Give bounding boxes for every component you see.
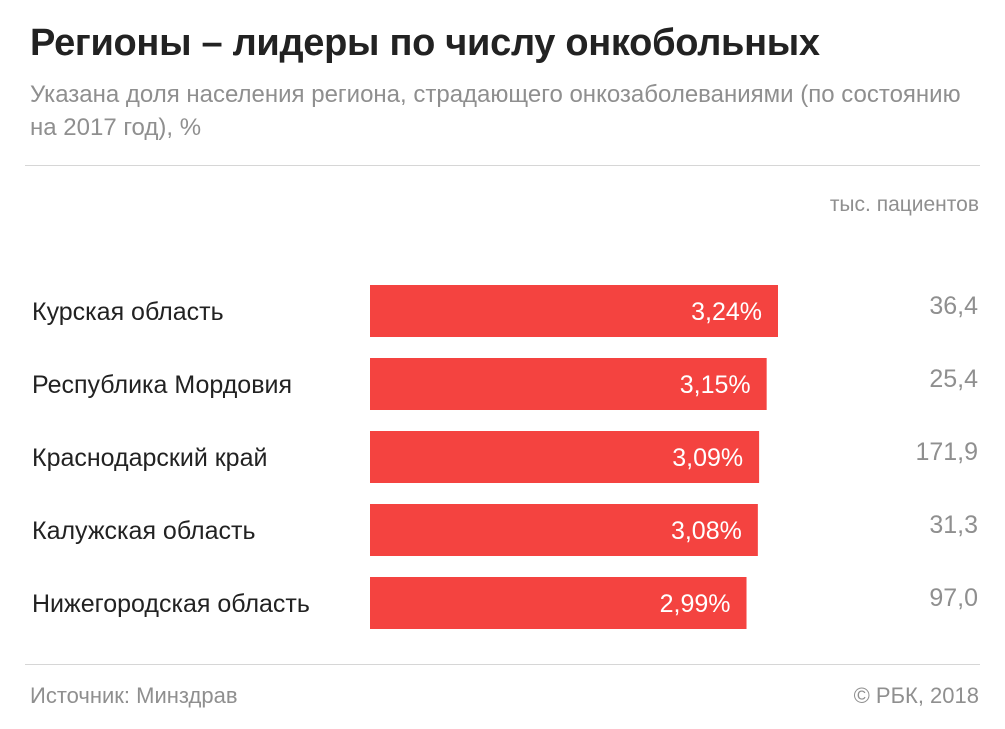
- patients-value: 97,0: [929, 584, 978, 612]
- bar-value-label: 2,99%: [660, 590, 731, 618]
- bar: [370, 577, 747, 629]
- category-label: Нижегородская область: [32, 590, 310, 618]
- bar: [370, 285, 778, 337]
- bar: [370, 504, 758, 556]
- copyright-note: © РБК, 2018: [853, 683, 979, 708]
- bar: [370, 358, 767, 410]
- patients-value: 25,4: [929, 365, 978, 393]
- category-label: Курская область: [32, 298, 224, 326]
- bar-value-label: 3,08%: [671, 517, 742, 545]
- patients-value: 36,4: [929, 292, 978, 320]
- bar: [370, 431, 760, 483]
- bottom-divider: [25, 664, 980, 665]
- patients-value: 171,9: [915, 438, 978, 466]
- bar-value-label: 3,09%: [672, 444, 743, 472]
- patients-value: 31,3: [929, 511, 978, 539]
- category-label: Республика Мордовия: [32, 371, 292, 399]
- patients-column-header: тыс. пациентов: [829, 193, 979, 216]
- category-label: Калужская область: [32, 517, 256, 545]
- chart-title: Регионы – лидеры по числу онкобольных: [30, 22, 820, 64]
- chart-subtitle: Указана доля населения региона, страдающ…: [30, 81, 961, 141]
- category-label: Краснодарский край: [32, 444, 267, 472]
- bar-value-label: 3,24%: [691, 298, 762, 326]
- source-note: Источник: Минздрав: [30, 683, 238, 708]
- bar-value-label: 3,15%: [680, 371, 751, 399]
- top-divider: [25, 165, 980, 166]
